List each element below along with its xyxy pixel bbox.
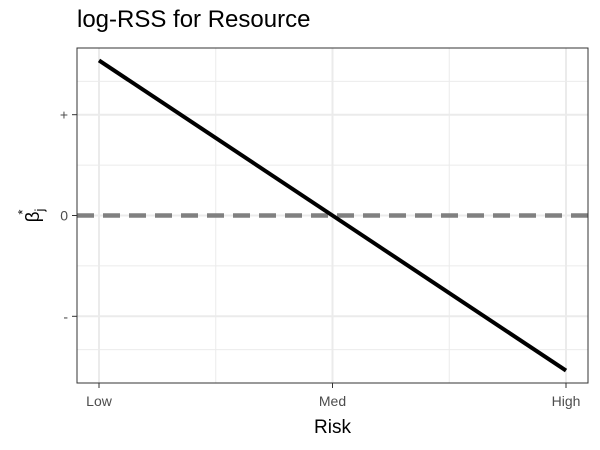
y-tick-label: +	[60, 107, 68, 123]
y-tick-label: -	[63, 308, 68, 324]
y-tick-label: 0	[60, 208, 68, 224]
y-axis-title-subscript: j	[32, 208, 47, 212]
series-line	[97, 58, 568, 373]
x-tick-label: High	[552, 393, 581, 409]
x-tick-label: Med	[319, 393, 346, 409]
y-axis-title-base: β	[23, 211, 44, 222]
axes: Low Med High +0 -	[60, 107, 581, 409]
y-axis-title: βj*	[15, 208, 47, 222]
chart-title: log-RSS for Resource	[77, 6, 311, 33]
x-tick-label: Low	[86, 393, 113, 409]
x-axis-title: Risk	[314, 417, 351, 438]
series-layer	[97, 58, 568, 373]
y-axis-title-superscript: *	[15, 210, 30, 215]
